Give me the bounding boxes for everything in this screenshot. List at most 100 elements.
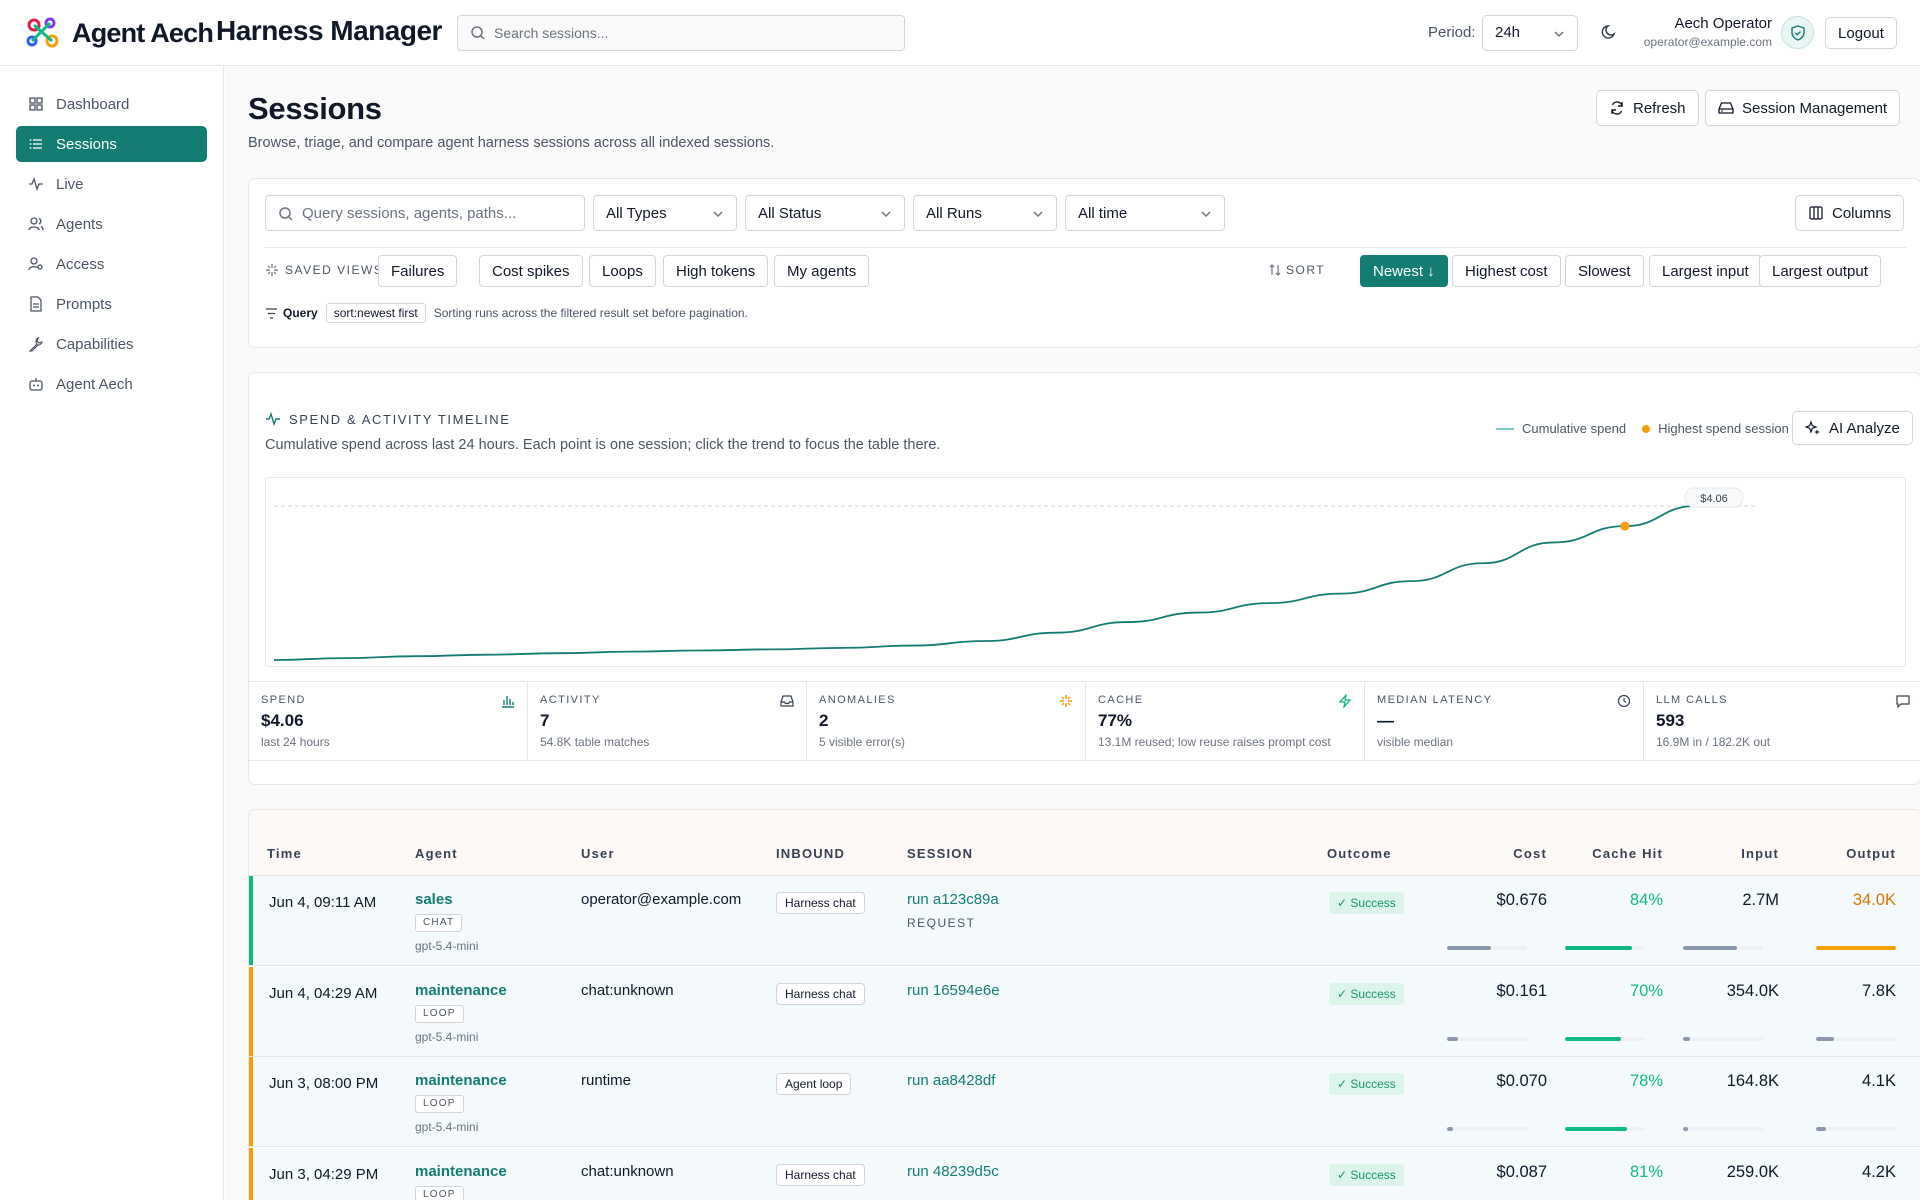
row-agent-link[interactable]: maintenance: [415, 1072, 507, 1089]
filter-icon: [266, 307, 277, 319]
sort-largest-output[interactable]: Largest output: [1759, 255, 1881, 287]
table-row[interactable]: Jun 3, 08:00 PM maintenance LOOP gpt-5.4…: [249, 1057, 1920, 1147]
period-select[interactable]: 24h: [1482, 15, 1578, 51]
sort-newest[interactable]: Newest ↓: [1360, 255, 1448, 287]
query-sessions-input[interactable]: Query sessions, agents, paths...: [265, 195, 585, 231]
sidebar-item-label: Dashboard: [56, 95, 130, 113]
row-session-link[interactable]: run a123c89a: [907, 891, 999, 908]
col-cache-hit[interactable]: Cache Hit: [1592, 846, 1663, 861]
metric-value: 593: [1656, 711, 1685, 730]
brand[interactable]: Agent Aech: [22, 13, 214, 53]
sidebar-item-capabilities[interactable]: Capabilities: [16, 326, 207, 362]
row-session-link[interactable]: run 16594e6e: [907, 982, 1000, 999]
wrench-icon: [28, 336, 43, 352]
sort-largest-input[interactable]: Largest input: [1649, 255, 1762, 287]
saved-view-high-tokens[interactable]: High tokens: [663, 255, 769, 287]
sidebar-item-agents[interactable]: Agents: [16, 206, 207, 242]
sidebar-item-label: Agent Aech: [56, 375, 133, 393]
app-title: Harness Manager: [216, 15, 442, 46]
sidebar-item-label: Capabilities: [56, 335, 134, 353]
row-agent-tag: LOOP: [415, 1095, 464, 1113]
refresh-icon: [1611, 101, 1623, 115]
row-output: 4.2K: [1862, 1163, 1896, 1181]
row-cost: $0.070: [1496, 1072, 1547, 1090]
metric-median-latency: MEDIAN LATENCY — visible median: [1365, 682, 1644, 760]
col-input[interactable]: Input: [1741, 846, 1779, 861]
sidebar-item-access[interactable]: Access: [16, 246, 207, 282]
period-label: Period:: [1428, 24, 1476, 41]
sort-arrows-icon: [1269, 264, 1281, 276]
theme-toggle-moon-icon[interactable]: [1600, 23, 1618, 41]
user-shield-badge[interactable]: [1781, 16, 1814, 49]
columns-button[interactable]: Columns: [1795, 195, 1905, 231]
col-session[interactable]: SESSION: [907, 846, 974, 861]
logout-button[interactable]: Logout: [1825, 17, 1897, 49]
row-cost-bar-fill: [1447, 946, 1491, 950]
runs-filter-select[interactable]: All Runs: [913, 195, 1057, 231]
col-user[interactable]: User: [581, 846, 615, 861]
row-cost-bar: [1447, 946, 1527, 950]
row-session-link[interactable]: run aa8428df: [907, 1072, 996, 1089]
row-cost-bar: [1447, 1127, 1527, 1131]
row-agent-tag: LOOP: [415, 1186, 464, 1200]
pulse-icon: [266, 411, 280, 427]
cumulative-spend-line[interactable]: [273, 505, 1697, 661]
sort-slowest[interactable]: Slowest: [1565, 255, 1644, 287]
sort-highest-cost[interactable]: Highest cost: [1452, 255, 1561, 287]
row-output-bar: [1816, 1127, 1896, 1131]
col-agent[interactable]: Agent: [415, 846, 458, 861]
time-filter-select[interactable]: All time: [1065, 195, 1225, 231]
metric-llm-calls: LLM CALLS 593 16.9M in / 182.2K out: [1644, 682, 1920, 760]
timeline-plot[interactable]: $4.06: [265, 477, 1906, 667]
saved-view-failures[interactable]: Failures: [378, 255, 458, 287]
col-time[interactable]: Time: [267, 846, 302, 861]
saved-view-my-agents[interactable]: My agents: [774, 255, 870, 287]
row-agent-link[interactable]: maintenance: [415, 982, 507, 999]
session-management-button[interactable]: Session Management: [1705, 90, 1901, 126]
row-agent-link[interactable]: sales: [415, 891, 453, 908]
sparkle-icon: [1060, 695, 1072, 707]
filter-panel: Query sessions, agents, paths... All Typ…: [248, 178, 1920, 348]
sidebar-item-agent-aech[interactable]: Agent Aech: [16, 366, 207, 402]
row-output-bar-fill: [1816, 1127, 1826, 1131]
shield-check-icon: [1790, 24, 1805, 41]
sidebar-item-dashboard[interactable]: Dashboard: [16, 86, 207, 122]
refresh-button[interactable]: Refresh: [1596, 90, 1699, 126]
row-cache-bar-fill: [1565, 946, 1633, 950]
sidebar-item-sessions[interactable]: Sessions: [16, 126, 207, 162]
row-cache-hit: 81%: [1629, 1163, 1663, 1181]
col-cost[interactable]: Cost: [1513, 846, 1547, 861]
row-output-bar-fill: [1816, 946, 1896, 950]
table-row[interactable]: Jun 4, 04:29 AM maintenance LOOP gpt-5.4…: [249, 967, 1920, 1057]
legend-line-swatch: [1496, 427, 1514, 430]
col-inbound[interactable]: INBOUND: [776, 846, 846, 861]
sidebar-item-live[interactable]: Live: [16, 166, 207, 202]
row-model: gpt-5.4-mini: [415, 1120, 479, 1134]
row-user: runtime: [581, 1072, 632, 1089]
metric-value: 2: [819, 711, 829, 730]
row-inbound: Harness chat: [776, 1164, 865, 1186]
table-row[interactable]: Jun 3, 04:29 PM maintenance LOOP chat:un…: [249, 1148, 1920, 1200]
row-agent-link[interactable]: maintenance: [415, 1163, 507, 1180]
global-search-input[interactable]: Search sessions...: [457, 15, 905, 51]
saved-view-loops[interactable]: Loops: [589, 255, 656, 287]
sidebar-item-label: Sessions: [56, 135, 117, 153]
saved-view-cost-spikes[interactable]: Cost spikes: [479, 255, 583, 287]
bolt-icon: [1338, 694, 1352, 708]
table-row[interactable]: Jun 4, 09:11 AM sales CHAT gpt-5.4-mini …: [249, 876, 1920, 966]
type-filter-select[interactable]: All Types: [593, 195, 737, 231]
row-session-link[interactable]: run 48239d5c: [907, 1163, 999, 1180]
col-output[interactable]: Output: [1846, 846, 1896, 861]
metric-cache: CACHE 77% 13.1M reused; low reuse raises…: [1086, 682, 1365, 760]
status-filter-select[interactable]: All Status: [745, 195, 905, 231]
highest-spend-point[interactable]: [1620, 521, 1630, 531]
sidebar-item-prompts[interactable]: Prompts: [16, 286, 207, 322]
ai-analyze-label: AI Analyze: [1829, 419, 1900, 437]
row-accent: [249, 1057, 253, 1146]
sidebar-item-label: Agents: [56, 215, 103, 233]
timeline-chart-svg[interactable]: $4.06: [266, 478, 1907, 668]
ai-analyze-button[interactable]: AI Analyze: [1792, 411, 1913, 445]
brand-name: Agent Aech: [72, 17, 214, 48]
row-user: operator@example.com: [581, 891, 742, 908]
col-outcome[interactable]: Outcome: [1327, 846, 1392, 861]
